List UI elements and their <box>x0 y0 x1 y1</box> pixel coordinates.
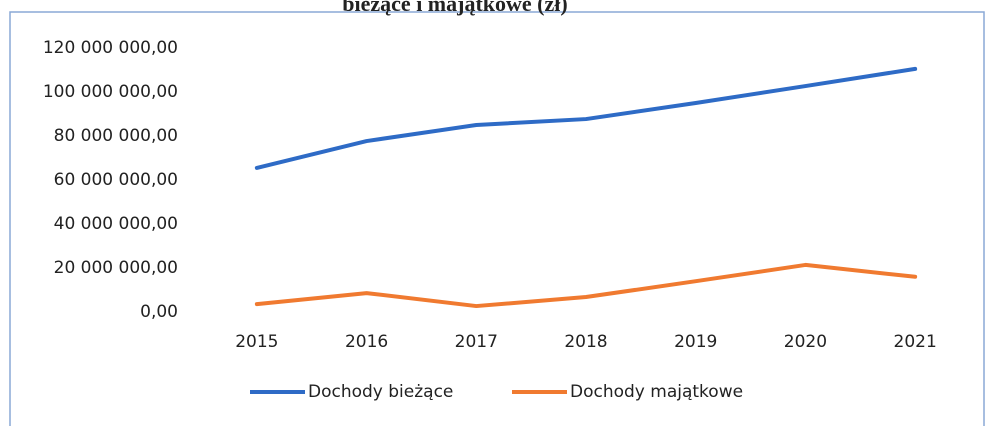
series-line <box>254 66 918 170</box>
legend-label: Dochody majątkowe <box>570 382 743 402</box>
x-tick-label: 2021 <box>894 332 937 352</box>
x-tick-label: 2017 <box>455 332 498 352</box>
x-tick-label: 2015 <box>235 332 278 352</box>
series-line <box>254 262 918 309</box>
x-tick-label: 2016 <box>345 332 388 352</box>
y-tick-label: 0,00 <box>140 302 178 322</box>
y-tick-label: 100 000 000,00 <box>43 82 178 102</box>
y-tick-label: 20 000 000,00 <box>54 258 178 278</box>
chart-title: bieżące i majątkowe (zł) <box>342 0 567 16</box>
legend-label: Dochody bieżące <box>308 382 453 402</box>
y-tick-label: 60 000 000,00 <box>54 170 178 190</box>
y-tick-label: 120 000 000,00 <box>43 38 178 58</box>
chart-frame <box>9 11 985 426</box>
x-tick-label: 2019 <box>674 332 717 352</box>
y-tick-label: 80 000 000,00 <box>54 126 178 146</box>
y-tick-label: 40 000 000,00 <box>54 214 178 234</box>
x-tick-label: 2018 <box>564 332 607 352</box>
x-tick-label: 2020 <box>784 332 827 352</box>
